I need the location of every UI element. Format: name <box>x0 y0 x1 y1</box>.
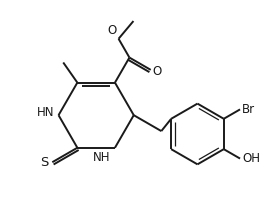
Text: HN: HN <box>37 106 54 119</box>
Text: S: S <box>41 156 49 169</box>
Text: OH: OH <box>242 152 260 165</box>
Text: Br: Br <box>242 103 255 116</box>
Text: NH: NH <box>93 151 111 164</box>
Text: O: O <box>153 65 162 78</box>
Text: O: O <box>107 24 116 37</box>
